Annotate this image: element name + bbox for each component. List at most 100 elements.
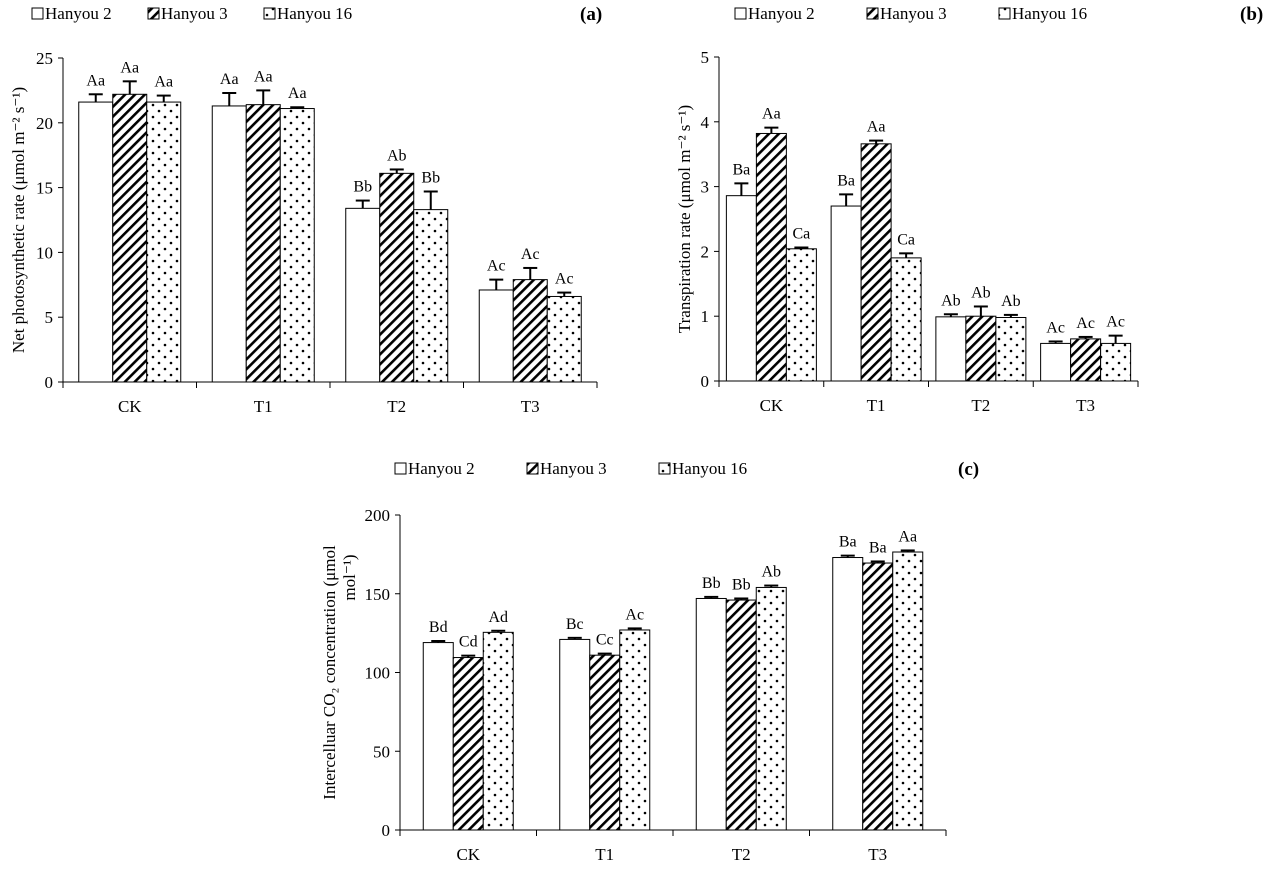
y-axis-label: Intercelluar CO₂ concentration (μmol: [320, 545, 339, 800]
legend-label: Hanyou 3: [161, 4, 228, 23]
significance-label: Ac: [487, 258, 506, 275]
chart-panel-c: 0 50 100 150 200 CK T1 T2 T3 Bd Bc Bb Ba Hanyou 2 Cd Cc…: [320, 459, 979, 864]
x-tick-label: CK: [456, 845, 480, 864]
significance-label: Aa: [762, 106, 781, 123]
bar: [482, 631, 514, 831]
significance-label: Ac: [1106, 314, 1125, 331]
bar: [211, 105, 247, 383]
y-tick-label: 2: [701, 242, 710, 261]
y-tick-label: 3: [701, 178, 710, 197]
significance-label: Aa: [120, 59, 139, 76]
y-tick-label: 0: [45, 373, 54, 392]
x-tick-label: T3: [868, 845, 887, 864]
chart-panel-b: 0 1 2 3 4 5 CK T1 T2 T3 Ba Ba Ab Ac Hanyou 2 Aa Aa Ab Ac Ha…: [675, 4, 1263, 415]
significance-label: Bb: [702, 575, 721, 592]
bar: [755, 586, 787, 831]
panel-tag: (c): [958, 459, 979, 480]
bar: [78, 101, 114, 383]
bar: [1070, 338, 1102, 382]
bar: [478, 289, 514, 383]
y-tick-label: 0: [382, 821, 391, 840]
bar: [112, 93, 148, 383]
significance-label: Ac: [555, 271, 574, 288]
significance-label: Bb: [732, 576, 751, 593]
significance-label: Ba: [732, 161, 750, 178]
bar: [785, 248, 817, 382]
x-tick-label: T2: [971, 396, 990, 415]
y-tick-label: 4: [701, 113, 710, 132]
significance-label: Ca: [897, 231, 915, 248]
legend-label: Hanyou 3: [880, 4, 947, 23]
significance-label: Ab: [971, 284, 991, 301]
x-tick-label: T3: [521, 397, 540, 416]
significance-label: Bb: [421, 169, 440, 186]
x-tick-label: T1: [254, 397, 273, 416]
bar: [995, 316, 1027, 382]
bar: [279, 108, 315, 383]
x-tick-label: CK: [760, 396, 784, 415]
legend-swatch: [866, 7, 879, 20]
y-tick-label: 1: [701, 307, 710, 326]
significance-label: Ac: [625, 606, 644, 623]
significance-label: Ba: [839, 534, 857, 551]
y-tick-label: 150: [365, 585, 391, 604]
significance-label: Aa: [154, 74, 173, 91]
x-tick-label: T2: [732, 845, 751, 864]
y-tick-label: 20: [36, 114, 53, 133]
y-tick-label: 15: [36, 179, 53, 198]
significance-label: Cd: [459, 634, 478, 651]
legend-label: Hanyou 16: [277, 4, 352, 23]
legend-label: Hanyou 2: [45, 4, 112, 23]
bar: [345, 207, 381, 383]
bar: [830, 205, 862, 382]
x-tick-label: T2: [387, 397, 406, 416]
y-tick-label: 5: [45, 308, 54, 327]
significance-label: Aa: [220, 71, 239, 88]
bar: [1100, 342, 1132, 382]
legend-label: Hanyou 2: [408, 459, 475, 478]
bar: [245, 104, 281, 383]
legend-swatch: [31, 7, 44, 20]
significance-label: Aa: [867, 119, 886, 136]
bar: [725, 599, 757, 831]
significance-label: Ab: [941, 292, 961, 309]
y-axis-label-line2: mol⁻¹): [340, 554, 359, 600]
bar: [512, 279, 548, 383]
bar: [965, 315, 997, 382]
y-tick-label: 5: [701, 48, 710, 67]
legend-swatch: [526, 462, 539, 475]
significance-label: Ab: [1001, 293, 1021, 310]
bar: [589, 654, 621, 831]
legend-swatch: [998, 7, 1011, 20]
panel-tag: (b): [1240, 4, 1263, 25]
y-tick-label: 100: [365, 664, 391, 683]
significance-label: Aa: [898, 528, 917, 545]
y-axis-label: Net photosynthetic rate (μmol m⁻² s⁻¹): [9, 87, 28, 353]
bar: [379, 172, 415, 383]
y-axis-label: Transpiration rate (μmol m⁻² s⁻¹): [675, 105, 694, 333]
legend-label: Hanyou 16: [672, 459, 747, 478]
bar: [725, 195, 757, 382]
y-tick-label: 10: [36, 243, 53, 262]
significance-label: Aa: [86, 72, 105, 89]
significance-label: Ad: [488, 609, 508, 626]
bar: [413, 209, 449, 383]
chart-panel-a: 0 5 10 15 20 25 CK T1 T2 T3 Aa Aa Bb Ac Hanyou 2 Aa Aa Ab…: [9, 4, 602, 416]
significance-label: Ab: [761, 564, 781, 581]
significance-label: Aa: [288, 85, 307, 102]
x-tick-label: T3: [1076, 396, 1095, 415]
bar: [559, 638, 591, 831]
legend-label: Hanyou 16: [1012, 4, 1087, 23]
bar: [422, 642, 454, 831]
y-tick-label: 25: [36, 49, 53, 68]
bar: [890, 257, 922, 382]
legend-label: Hanyou 2: [748, 4, 815, 23]
significance-label: Bd: [429, 619, 448, 636]
legend-swatch: [263, 7, 276, 20]
y-tick-label: 50: [373, 742, 390, 761]
y-tick-label: 0: [701, 372, 710, 391]
bar: [1040, 342, 1072, 382]
legend-swatch: [734, 7, 747, 20]
x-tick-label: T1: [867, 396, 886, 415]
significance-label: Bc: [566, 616, 584, 633]
